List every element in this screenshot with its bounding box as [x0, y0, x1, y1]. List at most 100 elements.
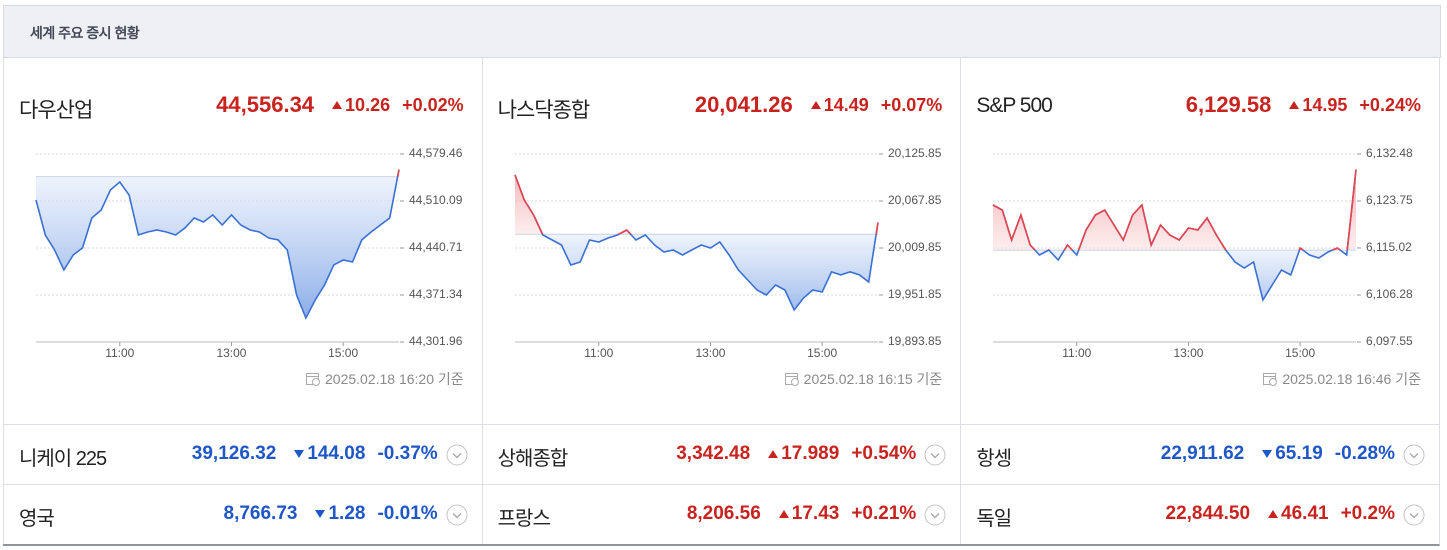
index-change-pct: +0.54%: [851, 443, 917, 464]
icon-shape: [930, 453, 940, 459]
index-name: 다우산업: [19, 99, 93, 122]
y-tick-label: 6,097.55: [1366, 334, 1413, 348]
y-tick-label: 20,009.85: [888, 240, 942, 254]
index-quote: 3,342.48 17.989 +0.54%: [676, 443, 916, 465]
calendar-icon: [1263, 373, 1278, 386]
arrow-up: [332, 101, 343, 109]
y-tick-label: 6,115.02: [1366, 240, 1412, 254]
arrow-shape: [1268, 510, 1279, 518]
arrow-shape: [332, 101, 343, 109]
index-price: 3,342.48: [676, 443, 751, 464]
more-button[interactable]: [1403, 504, 1425, 526]
y-tick-label: 44,440.71: [409, 240, 463, 254]
more-button[interactable]: [446, 444, 468, 466]
y-tick-label: 44,510.09: [409, 193, 463, 207]
index-price: 44,556.34: [216, 92, 315, 117]
index-row-cell: 니케이 225 39,126.32 144.08 -0.37%: [3, 424, 482, 484]
y-tick-label: 6,132.48: [1366, 146, 1413, 160]
calendar-icon: [784, 373, 799, 386]
y-tick-label: 19,951.85: [888, 287, 942, 301]
index-row-cell: 영국 8,766.73 1.28 -0.01%: [3, 484, 482, 544]
index-name: 독일: [976, 508, 1012, 530]
arrow-up: [778, 510, 789, 518]
index-price: 22,911.62: [1160, 443, 1245, 464]
x-tick-label: 11:00: [105, 346, 134, 360]
arrow-down: [294, 450, 305, 458]
index-price: 8,766.73: [223, 503, 298, 524]
y-tick-label: 6,106.28: [1366, 287, 1413, 301]
index-name: 니케이 225: [19, 448, 107, 470]
arrow-up: [1268, 510, 1279, 518]
index-change-pct: -0.01%: [377, 503, 438, 524]
y-tick-label: 20,067.85: [888, 193, 942, 207]
index-change: 17.989: [781, 443, 840, 464]
y-tick-label: 20,125.85: [888, 146, 942, 160]
more-button[interactable]: [924, 504, 946, 526]
index-change-pct: +0.02%: [402, 94, 464, 115]
x-tick-label: 15:00: [807, 346, 837, 360]
index-quote: 22,911.62 65.19 -0.28%: [1161, 443, 1395, 465]
icon-shape: [924, 444, 946, 466]
index-quote: 44,556.34 10.26 +0.02%: [216, 92, 463, 118]
chart: 6,132.48 6,123.75 6,115.02 6,106.28 6,097.55…: [992, 146, 1413, 360]
index-change: 14.49: [823, 94, 869, 115]
arrow-shape: [768, 450, 779, 458]
arrow-shape: [778, 510, 789, 518]
price-line: [992, 169, 1358, 303]
y-tick-label: 44,301.96: [409, 334, 463, 348]
price-line-above: [992, 169, 1358, 251]
arrow-shape: [1289, 101, 1300, 109]
index-name: S&P 500: [976, 94, 1053, 117]
timestamp-text: 2025.02.18 16:46 기준: [1282, 371, 1421, 387]
icon-shape: [930, 513, 940, 519]
index-quote: 22,844.50 46.41 +0.2%: [1166, 503, 1395, 525]
x-tick-label: 11:00: [584, 346, 613, 360]
index-change-pct: +0.07%: [880, 94, 943, 115]
header-title: 세계 주요 증시 현황: [30, 25, 140, 41]
price-line: [35, 169, 400, 320]
index-name: 항셍: [976, 448, 1012, 470]
x-tick-label: 11:00: [1063, 346, 1092, 360]
index-quote: 6,129.58 14.95 +0.24%: [1186, 92, 1421, 118]
index-name: 프랑스: [497, 508, 551, 530]
icon-shape: [1409, 453, 1419, 459]
x-tick-label: 13:00: [216, 346, 246, 360]
more-button[interactable]: [924, 444, 946, 466]
index-price: 39,126.32: [191, 443, 277, 464]
index-row-cell: 항셍 22,911.62 65.19 -0.28%: [960, 424, 1439, 484]
x-tick-label: 13:00: [695, 346, 725, 360]
more-button[interactable]: [446, 504, 468, 526]
index-change: 65.19: [1275, 443, 1323, 464]
icon-shape: [452, 453, 462, 459]
y-tick-label: 44,371.34: [409, 287, 463, 301]
index-price: 6,129.58: [1185, 92, 1272, 117]
icon-shape: [1409, 513, 1419, 519]
area-below: [36, 176, 398, 318]
calendar-icon: [306, 373, 320, 386]
timestamp-text: 2025.02.18 16:15 기준: [803, 371, 943, 387]
arrow-shape: [294, 450, 305, 458]
area-below: [993, 250, 1357, 300]
index-name: 영국: [19, 508, 55, 530]
index-change-pct: -0.28%: [1334, 443, 1395, 464]
index-panel: 나스닥종합 20,041.26 14.49 +0.07% 20,125.85 20,067…: [481, 58, 961, 424]
more-button[interactable]: [1403, 444, 1425, 466]
index-change: 144.08: [307, 443, 366, 464]
x-tick-label: 13:00: [1174, 346, 1204, 360]
index-row-cell: 상해종합 3,342.48 17.989 +0.54%: [481, 424, 961, 484]
timestamp-text: 2025.02.18 16:20 기준: [325, 371, 464, 387]
index-change-pct: +0.2%: [1340, 503, 1395, 524]
timestamp: 2025.02.18 16:15 기준: [784, 369, 943, 389]
y-tick-label: 6,123.75: [1366, 193, 1413, 207]
icon-shape: [1269, 378, 1278, 386]
index-panel: 다우산업 44,556.34 10.26 +0.02% 44,579.46 44,510.…: [3, 58, 482, 424]
icon-shape: [452, 513, 462, 519]
arrow-down: [1262, 450, 1273, 458]
arrow-up: [1289, 101, 1300, 109]
icon-shape: [312, 378, 320, 386]
header: 세계 주요 증시 현황: [3, 5, 1441, 58]
index-panel: S&P 500 6,129.58 14.95 +0.24% 6,132.48 6,123.…: [960, 58, 1439, 424]
index-name: 나스닥종합: [497, 99, 591, 122]
index-row-cell: 독일 22,844.50 46.41 +0.2%: [960, 484, 1439, 544]
